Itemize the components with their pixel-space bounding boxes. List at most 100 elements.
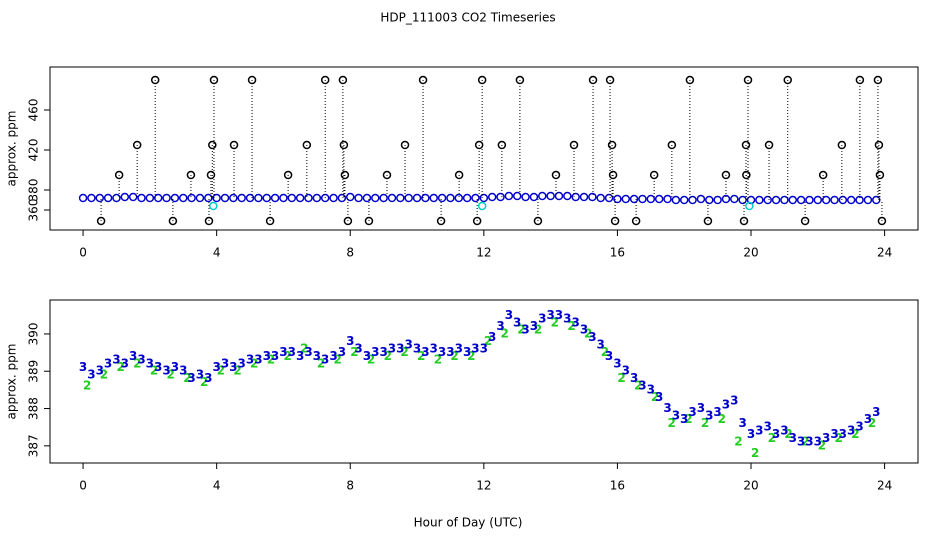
data-point: 2 [501,326,509,340]
data-point [800,216,810,226]
data-point [874,140,884,150]
data-point: 3 [413,341,421,355]
data-point [78,193,88,203]
data-point: 3 [855,420,863,434]
data-point: 3 [672,409,680,423]
data-point: 3 [137,353,145,367]
data-point [579,192,589,202]
data-point [387,193,397,203]
data-point: 3 [480,341,488,355]
data-point: 3 [730,394,738,408]
data-point: 2 [267,353,275,367]
data-point: 3 [546,308,554,322]
data-point: 2 [768,431,776,445]
data-point [462,193,472,203]
data-point: 3 [154,360,162,374]
data-point [515,75,525,85]
data-point [873,75,883,85]
data-point [477,75,487,85]
data-point [137,193,146,203]
data-point: 3 [814,435,822,449]
data-point [302,140,312,150]
data-point [521,192,530,202]
data-point: 3 [87,367,95,381]
x-tick-label: 0 [79,479,87,493]
data-point: 2 [467,349,475,363]
data-point: 2 [868,416,876,430]
data-point [771,195,781,205]
data-point [605,75,615,85]
data-point [279,193,288,203]
data-point: 3 [713,405,721,419]
data-point: 3 [254,353,262,367]
x-tick-label: 20 [743,479,758,493]
data-point [818,170,828,180]
data-point [247,75,257,85]
data-point [168,216,178,226]
data-point: 3 [747,427,755,441]
data-point [631,216,641,226]
data-point: 2 [751,446,759,460]
data-point: 2 [283,349,291,363]
data-point [551,170,561,180]
data-point: 3 [722,397,730,411]
data-point [512,191,522,201]
data-point [204,193,213,203]
data-point [446,193,455,203]
data-point [863,195,873,205]
data-point: 2 [484,334,492,348]
data-point: 3 [363,349,371,363]
data-point: 3 [830,427,838,441]
data-point [705,195,714,205]
x-tick-label: 8 [346,246,354,260]
data-point [538,191,547,201]
data-point [436,216,446,226]
data-point [588,192,597,202]
data-point: 3 [304,345,312,359]
data-point [338,75,348,85]
data-point [855,75,865,85]
data-point [96,216,106,226]
data-point [195,193,205,203]
data-point [95,193,105,203]
data-point: 2 [83,379,91,393]
data-point: 3 [329,349,337,363]
data-point: 3 [296,349,304,363]
data-point: 3 [171,360,179,374]
data-point [855,195,864,205]
data-point [703,216,713,226]
data-point: 3 [421,345,429,359]
data-point: 2 [367,353,375,367]
data-point: 3 [221,356,229,370]
data-point [404,193,413,203]
data-point: 3 [112,353,120,367]
data-point: 2 [684,412,692,426]
data-point [312,193,322,203]
data-point [287,193,297,203]
data-point [295,193,305,203]
data-point: 2 [534,323,542,337]
data-point: 2 [100,367,108,381]
data-point: 3 [488,330,496,344]
data-point: 3 [379,345,387,359]
data-point: 3 [321,353,329,367]
data-point: 2 [167,367,175,381]
data-point: 3 [638,379,646,393]
x-tick-label: 12 [476,479,491,493]
data-point: 3 [738,416,746,430]
data-point [688,195,697,205]
data-point [379,193,388,203]
data-point [796,195,806,205]
data-point: 3 [822,431,830,445]
data-point: 3 [162,364,170,378]
data-point [721,170,731,180]
data-point: 2 [384,349,392,363]
data-point [103,193,113,203]
data-point: 2 [601,345,609,359]
data-point [354,193,363,203]
data-point [254,193,263,203]
data-point: 2 [350,345,358,359]
x-tick-label: 4 [213,479,221,493]
data-point [477,201,487,211]
data-point: 3 [471,341,479,355]
